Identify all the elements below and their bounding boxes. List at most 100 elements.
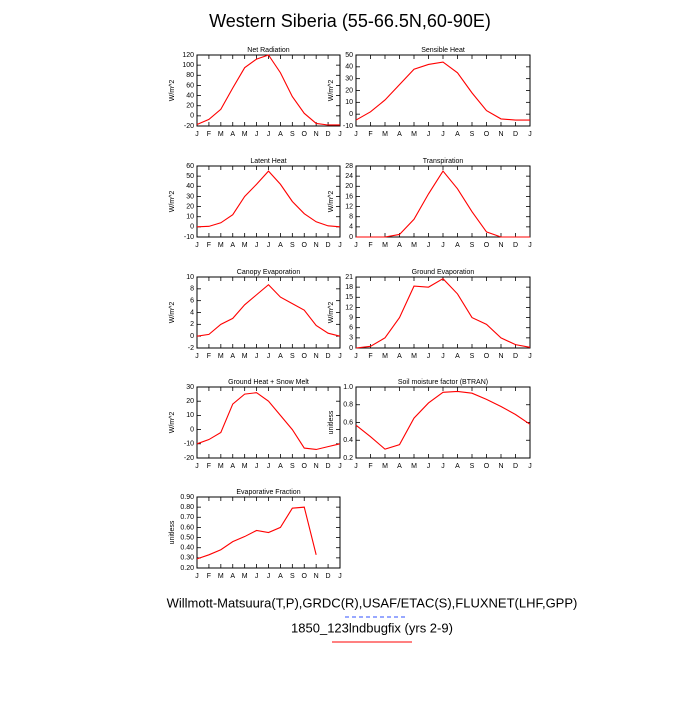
- x-tick-label: J: [354, 242, 358, 249]
- y-tick-label: 10: [186, 412, 194, 419]
- x-tick-label: N: [498, 353, 503, 360]
- x-tick-label: J: [528, 242, 532, 249]
- y-tick-label: 30: [186, 193, 194, 200]
- x-tick-label: J: [441, 463, 445, 470]
- y-tick-label: 4: [190, 309, 194, 316]
- x-tick-label: J: [338, 242, 342, 249]
- y-axis-label: W/m^2: [169, 191, 176, 213]
- panel-title: Canopy Evaporation: [237, 269, 301, 276]
- y-tick-label: 30: [186, 384, 194, 391]
- x-tick-label: N: [314, 463, 319, 470]
- data-line: [196, 506, 317, 560]
- y-tick-label: 0.90: [180, 494, 194, 501]
- x-tick-label: S: [290, 463, 295, 470]
- x-tick-label: J: [267, 242, 271, 249]
- x-tick-label: A: [278, 131, 283, 138]
- x-tick-label: J: [427, 131, 431, 138]
- y-tick-label: 40: [345, 64, 353, 71]
- x-tick-label: N: [498, 242, 503, 249]
- panel-title: Soil moisture factor (BTRAN): [398, 379, 488, 386]
- x-tick-label: J: [267, 131, 271, 138]
- x-tick-label: D: [326, 573, 331, 580]
- x-tick-label: A: [397, 242, 402, 249]
- y-tick-label: 0: [190, 224, 194, 231]
- x-tick-label: S: [290, 573, 295, 580]
- x-tick-label: A: [455, 131, 460, 138]
- x-tick-label: F: [368, 353, 372, 360]
- y-tick-label: 100: [182, 62, 194, 69]
- y-tick-label: 0.2: [343, 455, 353, 462]
- y-tick-label: 50: [345, 52, 353, 59]
- panel-title: Sensible Heat: [421, 47, 465, 54]
- x-tick-label: J: [195, 353, 199, 360]
- y-tick-label: 20: [186, 398, 194, 405]
- x-tick-label: J: [195, 573, 199, 580]
- y-tick-label: 40: [186, 183, 194, 190]
- y-tick-label: 20: [345, 87, 353, 94]
- x-tick-label: J: [354, 463, 358, 470]
- y-tick-label: 10: [186, 274, 194, 281]
- x-tick-label: M: [382, 463, 388, 470]
- x-tick-label: J: [255, 353, 259, 360]
- x-tick-label: J: [528, 131, 532, 138]
- x-tick-label: N: [314, 242, 319, 249]
- y-tick-label: 0: [349, 234, 353, 241]
- y-axis-label: W/m^2: [328, 302, 335, 324]
- y-tick-label: 0.8: [343, 402, 353, 409]
- x-tick-label: A: [397, 353, 402, 360]
- x-tick-label: M: [411, 353, 417, 360]
- y-tick-label: 20: [186, 103, 194, 110]
- y-tick-label: 0.60: [180, 524, 194, 531]
- y-axis-label: W/m^2: [169, 412, 176, 434]
- y-tick-label: -20: [184, 123, 194, 130]
- x-tick-label: M: [218, 353, 224, 360]
- y-tick-label: 9: [349, 314, 353, 321]
- x-tick-label: D: [513, 131, 518, 138]
- y-tick-label: 0.30: [180, 555, 194, 562]
- x-tick-label: A: [230, 573, 235, 580]
- x-tick-label: F: [207, 242, 211, 249]
- panel-title: Latent Heat: [250, 158, 286, 165]
- plot-frame: [196, 165, 341, 238]
- x-tick-label: A: [455, 353, 460, 360]
- x-tick-label: J: [255, 131, 259, 138]
- plot-frame: [196, 54, 341, 127]
- y-tick-label: 12: [345, 203, 353, 210]
- y-tick-label: 2: [190, 321, 194, 328]
- x-tick-label: J: [427, 463, 431, 470]
- x-tick-label: F: [207, 353, 211, 360]
- panel-title: Ground Heat + Snow Melt: [228, 379, 309, 386]
- y-tick-label: 4: [349, 224, 353, 231]
- y-tick-label: 30: [345, 76, 353, 83]
- y-tick-label: 0.20: [180, 565, 194, 572]
- y-tick-label: -20: [184, 455, 194, 462]
- y-axis-label: W/m^2: [328, 191, 335, 213]
- y-tick-label: -10: [343, 123, 353, 130]
- y-tick-label: -10: [184, 234, 194, 241]
- x-tick-label: J: [195, 131, 199, 138]
- y-tick-label: 0: [190, 113, 194, 120]
- x-tick-label: A: [397, 463, 402, 470]
- x-tick-label: O: [484, 463, 490, 470]
- data-line: [196, 283, 341, 337]
- x-tick-label: F: [368, 131, 372, 138]
- x-tick-label: M: [218, 242, 224, 249]
- x-tick-label: S: [290, 242, 295, 249]
- x-tick-label: J: [427, 242, 431, 249]
- data-line: [355, 277, 531, 349]
- y-tick-label: 28: [345, 163, 353, 170]
- x-tick-label: F: [207, 573, 211, 580]
- y-tick-label: 0: [349, 111, 353, 118]
- x-tick-label: M: [411, 131, 417, 138]
- y-tick-label: 24: [345, 173, 353, 180]
- x-tick-label: A: [455, 242, 460, 249]
- x-tick-label: O: [302, 463, 308, 470]
- x-tick-label: M: [242, 573, 248, 580]
- panel-title: Ground Evaporation: [412, 269, 475, 276]
- x-tick-label: A: [278, 242, 283, 249]
- y-tick-label: 0.80: [180, 504, 194, 511]
- x-tick-label: N: [314, 353, 319, 360]
- y-tick-label: 16: [345, 193, 353, 200]
- x-tick-label: J: [195, 463, 199, 470]
